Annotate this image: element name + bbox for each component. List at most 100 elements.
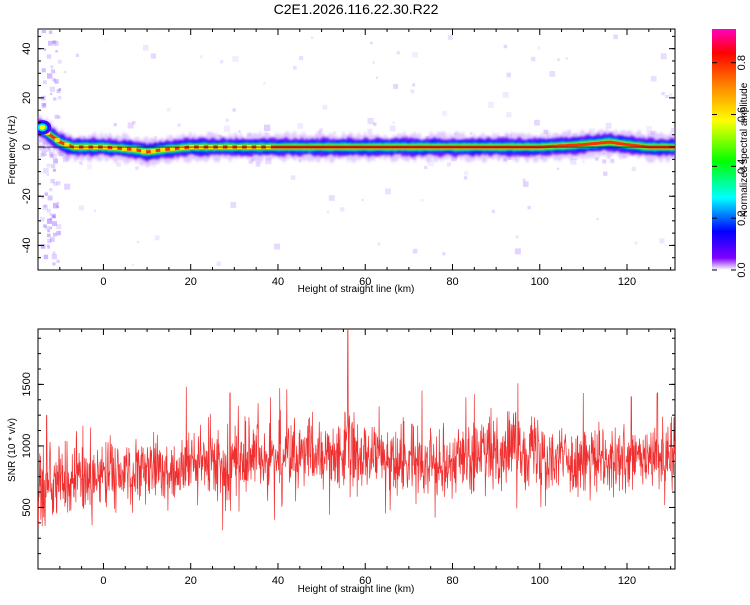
heatmap-speckle xyxy=(377,242,381,246)
heatmap-speckle xyxy=(412,52,418,58)
heatmap-speckle xyxy=(46,54,52,59)
heatmap-y-tick-label: 0 xyxy=(21,144,33,150)
heatmap-speckle xyxy=(40,244,46,249)
heatmap-speckle xyxy=(565,57,569,60)
heatmap-speckle xyxy=(49,86,55,92)
snr-y-tick-label: 1500 xyxy=(21,372,33,396)
heatmap-speckle xyxy=(62,156,69,163)
snr-series-line xyxy=(38,329,675,531)
heatmap-speckle xyxy=(48,151,54,157)
heatmap-speckle xyxy=(332,131,337,135)
heatmap-speckle xyxy=(671,128,675,133)
heatmap-ridge-fleck xyxy=(64,142,70,147)
heatmap-speckle xyxy=(326,210,330,214)
heatmap-speckle xyxy=(230,202,237,208)
heatmap-speckle xyxy=(274,243,281,250)
heatmap-speckle xyxy=(396,51,400,55)
heatmap-speckle xyxy=(177,123,181,128)
heatmap-speckle xyxy=(463,176,468,180)
heatmap-speckle xyxy=(424,165,428,170)
snr-x-tick-label: 100 xyxy=(531,575,549,587)
heatmap-speckle xyxy=(104,38,108,41)
heatmap-speckle xyxy=(661,91,665,96)
heatmap-ridge-fleck xyxy=(169,146,175,151)
heatmap-speckle xyxy=(412,248,418,254)
heatmap-speckle xyxy=(522,181,529,187)
heatmap-speckle xyxy=(298,158,302,163)
heatmap-speckle xyxy=(491,209,495,214)
heatmap-speckle xyxy=(56,224,62,230)
heatmap-speckle xyxy=(596,217,599,221)
heatmap-speckle xyxy=(549,71,556,77)
heatmap-speckle xyxy=(585,156,589,160)
colorbar: 0.0 0.2 0.4 0.6 0.8 Normalized spectral ampl… xyxy=(712,29,750,278)
heatmap-speckle xyxy=(42,146,46,150)
heatmap-speckle xyxy=(135,166,139,170)
heatmap-speckle xyxy=(142,44,149,51)
heatmap-speckle xyxy=(47,73,53,79)
heatmap-speckle xyxy=(634,241,638,245)
heatmap-speckle xyxy=(52,262,56,266)
colorbar-ticks: 0.0 0.2 0.4 0.6 0.8 xyxy=(712,55,748,278)
heatmap-speckle xyxy=(42,103,46,107)
heatmap-speckle xyxy=(57,59,62,64)
heatmap-hotspot xyxy=(39,124,46,130)
heatmap-speckle xyxy=(43,48,47,51)
heatmap-speckle xyxy=(571,153,578,161)
heatmap-speckle xyxy=(650,75,657,82)
heatmap-speckle xyxy=(367,117,374,125)
heatmap-speckle xyxy=(469,132,473,135)
heatmap-speckle xyxy=(56,89,61,94)
heatmap-speckle xyxy=(52,232,57,237)
heatmap-speckle xyxy=(56,201,60,204)
heatmap-speckle xyxy=(507,156,512,160)
heatmap-speckle xyxy=(506,112,512,118)
snr-panel: 0 20 40 60 80 100 120 500 1000 1500 Height of str… xyxy=(7,328,676,595)
heatmap-speckle xyxy=(298,56,304,61)
heatmap-speckle xyxy=(442,252,446,256)
heatmap-y-tick-label: -40 xyxy=(21,237,33,253)
heatmap-speckle xyxy=(246,156,250,160)
heatmap-speckle xyxy=(63,70,67,74)
colorbar-tick-label: 0.0 xyxy=(736,262,748,277)
heatmap-speckle xyxy=(53,181,58,186)
heatmap-speckle xyxy=(446,162,452,167)
heatmap-speckle xyxy=(53,158,59,164)
heatmap-speckle xyxy=(52,40,55,44)
heatmap-speckle xyxy=(166,107,171,112)
heatmap-speckle xyxy=(57,115,61,119)
heatmap-speckle xyxy=(611,159,614,162)
heatmap-ridge-fleck xyxy=(141,149,147,154)
heatmap-speckle xyxy=(290,175,296,180)
heatmap-speckle xyxy=(93,209,97,212)
heatmap-speckle xyxy=(582,160,585,164)
snr-x-tick-label: 80 xyxy=(446,575,458,587)
heatmap-axes: 0 20 40 60 80 100 120 -40 -20 0 20 40 xyxy=(21,29,675,288)
heatmap-speckle xyxy=(150,53,156,59)
heatmap-x-tick-label: 0 xyxy=(100,276,106,288)
heatmap-speckle xyxy=(515,235,519,239)
heatmap-speckle xyxy=(594,156,599,161)
heatmap-speckle xyxy=(455,157,458,160)
heatmap-speckle xyxy=(50,65,54,69)
heatmap-speckle xyxy=(45,226,50,231)
heatmap-speckle xyxy=(602,159,607,164)
heatmap-speckle xyxy=(223,125,231,132)
heatmap-speckle xyxy=(225,118,229,122)
heatmap-speckle xyxy=(47,244,50,247)
heatmap-speckle xyxy=(609,158,615,164)
colorbar-tick-label: 0.2 xyxy=(736,211,748,226)
heatmap-speckle xyxy=(442,110,447,116)
heatmap-speckle xyxy=(605,122,612,129)
heatmap-speckle xyxy=(78,161,82,165)
snr-y-tick-label: 1000 xyxy=(21,434,33,458)
heatmap-speckle xyxy=(49,226,53,230)
heatmap-speckle xyxy=(389,125,396,132)
heatmap-speckle xyxy=(41,29,47,34)
heatmap-speckle xyxy=(166,134,171,140)
heatmap-speckle xyxy=(410,89,415,94)
snr-axes: 0 20 40 60 80 100 120 500 1000 1500 xyxy=(21,329,675,587)
heatmap-speckle xyxy=(56,259,60,263)
heatmap-speckle xyxy=(75,53,80,57)
heatmap-speckle xyxy=(238,130,241,133)
